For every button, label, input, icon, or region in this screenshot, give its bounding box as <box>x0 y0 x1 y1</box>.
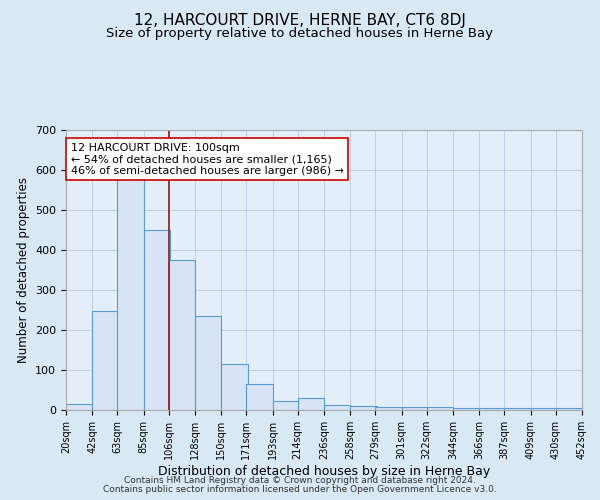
Bar <box>143 230 170 410</box>
Bar <box>453 408 479 410</box>
Bar <box>350 406 377 410</box>
Bar <box>92 311 119 410</box>
Bar <box>221 364 248 410</box>
Bar <box>324 405 350 410</box>
Y-axis label: Number of detached properties: Number of detached properties <box>17 177 29 363</box>
Bar <box>401 407 428 410</box>
X-axis label: Distribution of detached houses by size in Herne Bay: Distribution of detached houses by size … <box>158 464 490 477</box>
Bar <box>479 408 506 410</box>
Text: 12 HARCOURT DRIVE: 100sqm
← 54% of detached houses are smaller (1,165)
46% of se: 12 HARCOURT DRIVE: 100sqm ← 54% of detac… <box>71 143 344 176</box>
Bar <box>298 398 324 410</box>
Bar <box>556 408 582 410</box>
Bar <box>118 178 143 410</box>
Text: 12, HARCOURT DRIVE, HERNE BAY, CT6 8DJ: 12, HARCOURT DRIVE, HERNE BAY, CT6 8DJ <box>134 12 466 28</box>
Bar <box>505 408 530 410</box>
Text: Size of property relative to detached houses in Herne Bay: Size of property relative to detached ho… <box>107 28 493 40</box>
Bar <box>272 401 299 410</box>
Bar <box>427 407 453 410</box>
Bar <box>530 408 557 410</box>
Text: Contains public sector information licensed under the Open Government Licence v3: Contains public sector information licen… <box>103 485 497 494</box>
Bar <box>195 316 221 410</box>
Bar <box>247 384 272 410</box>
Bar <box>169 260 195 410</box>
Text: Contains HM Land Registry data © Crown copyright and database right 2024.: Contains HM Land Registry data © Crown c… <box>124 476 476 485</box>
Bar <box>66 404 92 410</box>
Bar <box>376 407 401 410</box>
